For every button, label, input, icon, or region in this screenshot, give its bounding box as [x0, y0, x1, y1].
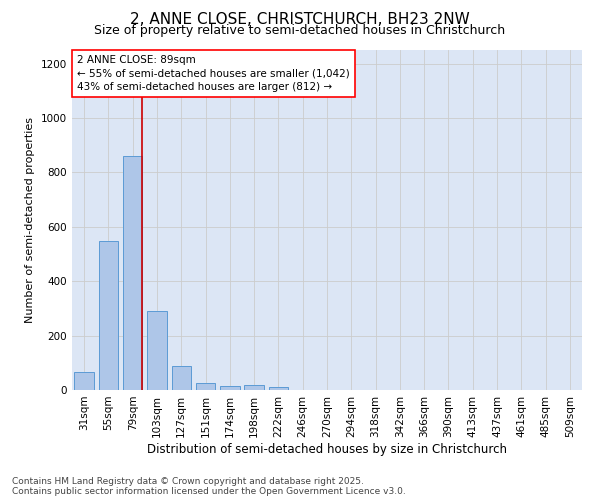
X-axis label: Distribution of semi-detached houses by size in Christchurch: Distribution of semi-detached houses by …	[147, 442, 507, 456]
Bar	[99, 241, 118, 390]
Bar	[244, 385, 264, 390]
Bar	[220, 386, 239, 390]
Text: 2 ANNE CLOSE: 89sqm
← 55% of semi-detached houses are smaller (1,042)
43% of sem: 2 ANNE CLOSE: 89sqm ← 55% of semi-detach…	[77, 55, 350, 92]
Bar	[269, 388, 288, 390]
Y-axis label: Number of semi-detached properties: Number of semi-detached properties	[25, 117, 35, 323]
Bar	[172, 366, 191, 390]
Text: Contains HM Land Registry data © Crown copyright and database right 2025.
Contai: Contains HM Land Registry data © Crown c…	[12, 476, 406, 496]
Bar	[147, 311, 167, 390]
Bar	[196, 382, 215, 390]
Text: 2, ANNE CLOSE, CHRISTCHURCH, BH23 2NW: 2, ANNE CLOSE, CHRISTCHURCH, BH23 2NW	[130, 12, 470, 28]
Bar	[123, 156, 142, 390]
Text: Size of property relative to semi-detached houses in Christchurch: Size of property relative to semi-detach…	[94, 24, 506, 37]
Bar	[74, 372, 94, 390]
